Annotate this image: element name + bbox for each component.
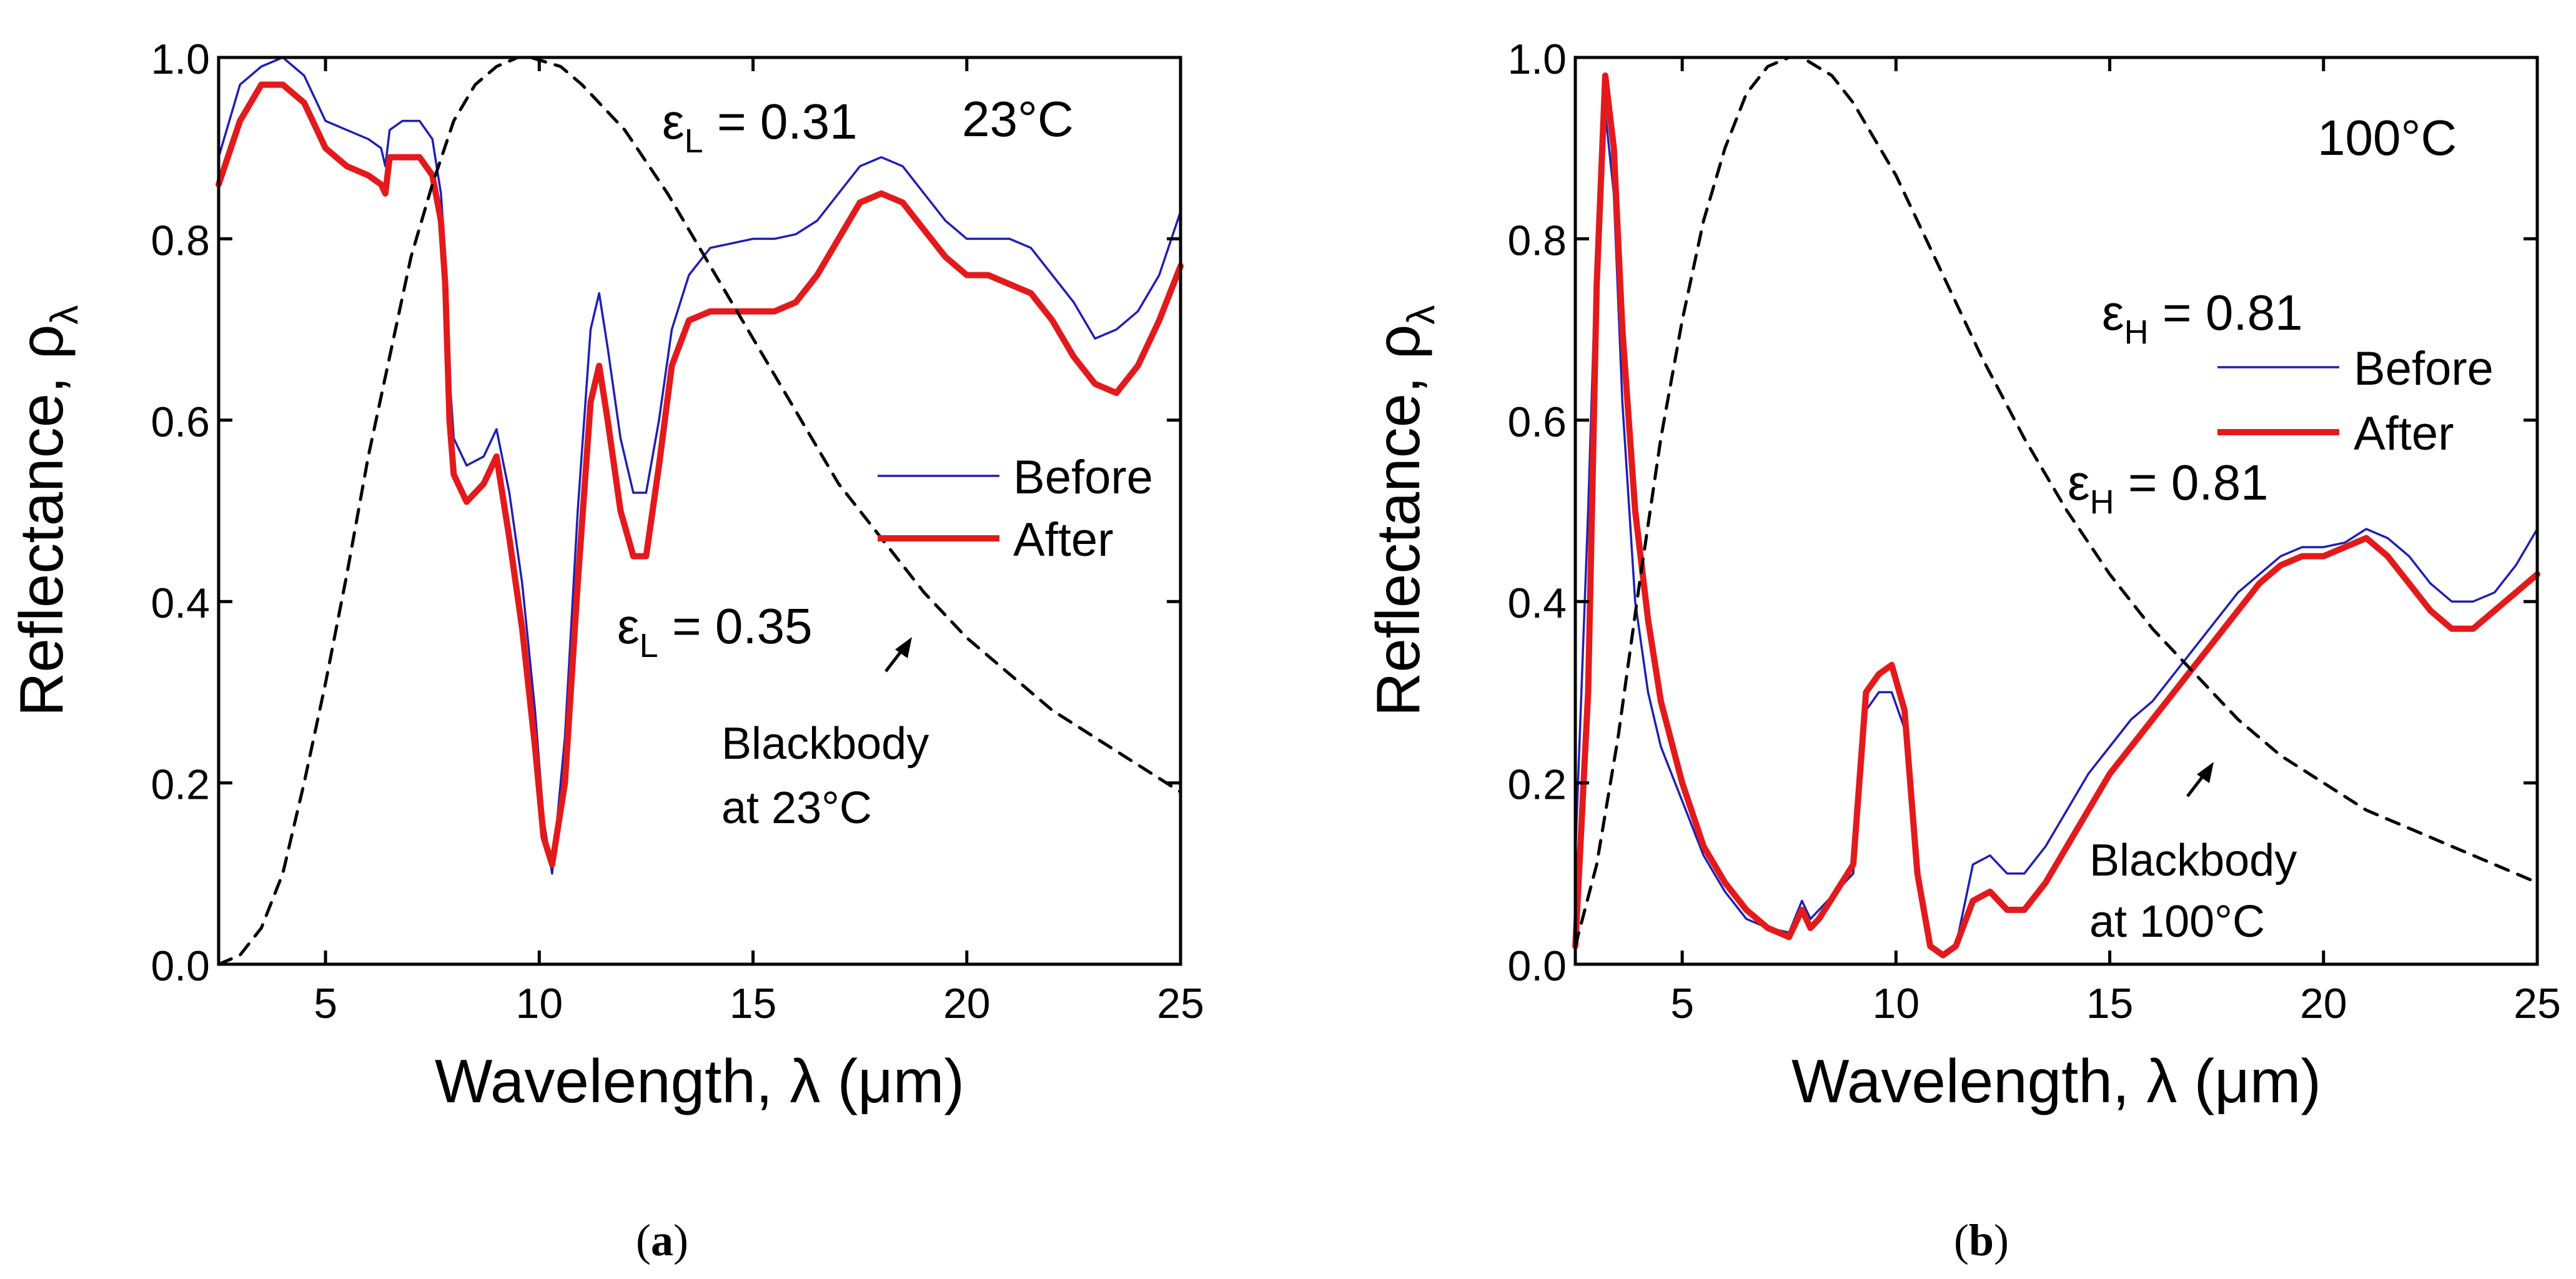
y-axis-label: Reflectance, ρλ [7, 305, 86, 717]
x-tick-label: 5 [1670, 980, 1694, 1027]
caption-a: (a) [636, 1215, 688, 1265]
blackbody-label-line2: at 23°C [721, 783, 872, 833]
y-tick-label: 1.0 [1507, 36, 1567, 83]
y-tick-label: 0.4 [1507, 580, 1567, 627]
chart-panel-a: 0.0 0.2 0.4 0.6 0.8 1.0 5 10 15 20 25 Reflectance,… [7, 36, 1204, 1115]
y-tick-label: 0.6 [1507, 398, 1567, 446]
legend-label-after: After [1013, 513, 1114, 566]
blackbody-label-line1: Blackbody [721, 719, 929, 769]
y-tick-label: 0.8 [151, 217, 210, 264]
y-tick-label: 0.2 [151, 761, 210, 809]
emissivity-after-label: εL = 0.35 [617, 598, 813, 664]
series-line-blackbody-at-100-c [1573, 56, 2539, 948]
x-axis-label: Wavelength, λ (μm) [1791, 1047, 2321, 1115]
y-tick-label: 0.8 [1507, 217, 1567, 264]
x-tick-label: 25 [1157, 980, 1204, 1027]
blackbody-arrow [884, 637, 912, 673]
x-tick-label: 20 [943, 980, 991, 1027]
y-axis-label: Reflectance, ρλ [1364, 305, 1443, 717]
series-line-after [1572, 72, 2540, 959]
plot-frame [1573, 56, 2539, 966]
temperature-label: 23°C [962, 91, 1074, 147]
legend: Before After [2217, 342, 2494, 460]
emissivity-before-label: εH = 0.81 [2102, 285, 2303, 351]
emissivity-after-label: εH = 0.81 [2068, 455, 2269, 521]
x-tick-label: 5 [314, 980, 337, 1027]
x-tick-label: 15 [2086, 980, 2134, 1027]
x-axis-label: Wavelength, λ (μm) [435, 1047, 964, 1115]
y-tick-label: 0.4 [151, 580, 210, 627]
y-tick-label: 1.0 [151, 36, 210, 83]
plot-frame [217, 56, 1182, 966]
legend: Before After [878, 451, 1153, 566]
x-tick-label: 20 [2300, 980, 2347, 1027]
series-line-after [215, 81, 1184, 868]
chart-panel-b: 0.0 0.2 0.4 0.6 0.8 1.0 5 10 15 20 25 Reflectance,… [1364, 36, 2561, 1115]
series-line-before [1574, 111, 2539, 957]
y-tick-label: 0.6 [151, 398, 210, 446]
y-tick-label: 0.0 [151, 942, 210, 990]
emissivity-before-label: εL = 0.31 [662, 94, 858, 160]
legend-label-after: After [2354, 407, 2454, 460]
blackbody-arrow [2186, 762, 2214, 798]
legend-label-before: Before [1013, 451, 1153, 504]
x-tick-label: 25 [2514, 980, 2561, 1027]
legend-label-before: Before [2354, 342, 2494, 395]
series-line-blackbody-at-23-c [217, 56, 1182, 966]
blackbody-label-line2: at 100°C [2089, 897, 2265, 947]
y-tick-label: 0.0 [1507, 942, 1567, 990]
blackbody-label-line1: Blackbody [2089, 836, 2297, 886]
caption-b: (b) [1954, 1215, 2009, 1265]
x-tick-label: 10 [516, 980, 563, 1027]
y-tick-label: 0.2 [1507, 761, 1567, 809]
x-tick-label: 15 [730, 980, 777, 1027]
temperature-label: 100°C [2317, 110, 2457, 165]
x-tick-label: 10 [1873, 980, 1920, 1027]
series-line-before [217, 56, 1182, 875]
